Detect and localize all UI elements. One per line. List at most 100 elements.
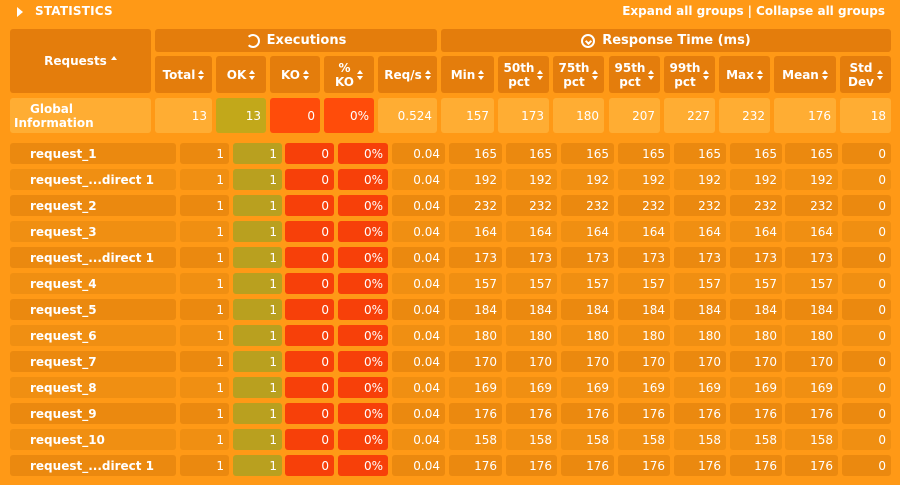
column-header-ok[interactable]: OK [216, 56, 266, 93]
row-total-value: 1 [180, 325, 229, 346]
row-mean-value: 184 [785, 299, 838, 320]
sort-icon [478, 69, 485, 80]
request-name-link[interactable]: request_...direct 1 [10, 169, 176, 190]
row-max-value: 169 [730, 377, 782, 398]
row-std-dev-value: 0 [842, 325, 891, 346]
column-header-label: OK [227, 68, 247, 82]
row-mean-value: 164 [785, 221, 838, 242]
row-50th-pct-value: 170 [506, 351, 557, 372]
collapse-all-groups-link[interactable]: Collapse all groups [756, 4, 885, 18]
request-name-link[interactable]: request_2 [10, 195, 176, 216]
row-95th-pct-value: 176 [618, 455, 670, 476]
expand-all-groups-link[interactable]: Expand all groups [622, 4, 744, 18]
row-ko-value: 0 [285, 221, 334, 242]
column-header-requests[interactable]: Requests [10, 29, 151, 93]
sort-icon [249, 69, 256, 80]
row-std-dev-value: 0 [842, 169, 891, 190]
row-ko-value: 0 [285, 377, 334, 398]
request-name-link[interactable]: request_4 [10, 273, 176, 294]
column-header-95th-pct[interactable]: 95th pct [609, 56, 660, 93]
row-mean-value: 232 [785, 195, 838, 216]
row-50th-pct-value: 176 [506, 455, 557, 476]
request-name-link[interactable]: request_5 [10, 299, 176, 320]
request-name-link[interactable]: request_9 [10, 403, 176, 424]
column-header-text: Dev [848, 74, 874, 89]
row-max-value: 170 [730, 351, 782, 372]
row-ko-value: 0 [285, 273, 334, 294]
row-std-dev-value: 0 [842, 195, 891, 216]
global-pct-ko-value: 0% [324, 98, 374, 133]
row-max-value: 164 [730, 221, 782, 242]
row-99th-pct-value: 169 [674, 377, 726, 398]
row-total-value: 1 [180, 221, 229, 242]
column-header-max[interactable]: Max [719, 56, 770, 93]
column-header-ko[interactable]: KO [270, 56, 320, 93]
column-header-text: pct [508, 74, 530, 89]
request-name-link[interactable]: request_8 [10, 377, 176, 398]
row-95th-pct-value: 192 [618, 169, 670, 190]
column-header-std-dev[interactable]: Std Dev [840, 56, 891, 93]
column-header-99th-pct[interactable]: 99th pct [664, 56, 715, 93]
row-ok-value: 1 [233, 377, 282, 398]
row-mean-value: 176 [785, 403, 838, 424]
sort-icon [302, 69, 309, 80]
row-ok-value: 1 [233, 429, 282, 450]
row-min-value: 165 [449, 143, 502, 164]
row-ok-value: 1 [233, 143, 282, 164]
request-name-link[interactable]: request_7 [10, 351, 176, 372]
row-ok-value: 1 [233, 247, 282, 268]
global-label-line2: Information [14, 115, 94, 130]
column-header-text: 99th [669, 60, 701, 75]
row-min-value: 192 [449, 169, 502, 190]
request-name-link[interactable]: request_1 [10, 143, 176, 164]
column-header-75th-pct[interactable]: 75th pct [553, 56, 604, 93]
row-ok-value: 1 [233, 221, 282, 242]
row-ko-value: 0 [285, 195, 334, 216]
column-header-text: pct [619, 74, 641, 89]
collapse-toggle-icon[interactable] [17, 7, 23, 17]
row-ok-value: 1 [233, 195, 282, 216]
row-99th-pct-value: 184 [674, 299, 726, 320]
sort-icon [198, 69, 205, 80]
column-header-text: KO [335, 74, 354, 89]
column-header-text: Std [849, 60, 873, 75]
row-std-dev-value: 0 [842, 429, 891, 450]
row-mean-value: 158 [785, 429, 838, 450]
column-header-50th-pct[interactable]: 50th pct [498, 56, 549, 93]
request-name-link[interactable]: request_3 [10, 221, 176, 242]
row-max-value: 173 [730, 247, 782, 268]
request-name-link[interactable]: request_10 [10, 429, 176, 450]
row-pct-ko-value: 0% [338, 169, 388, 190]
column-header-min[interactable]: Min [441, 56, 494, 93]
row-std-dev-value: 0 [842, 351, 891, 372]
column-header-total[interactable]: Total [155, 56, 212, 93]
row-50th-pct-value: 232 [506, 195, 557, 216]
column-header-label: 99th pct [670, 61, 701, 89]
request-name-link[interactable]: request_...direct 1 [10, 247, 176, 268]
row-99th-pct-value: 180 [674, 325, 726, 346]
sort-icon [756, 69, 763, 80]
row-75th-pct-value: 158 [561, 429, 614, 450]
column-header-label: Min [451, 68, 476, 82]
executions-group-label: Executions [266, 33, 347, 48]
row-75th-pct-value: 232 [561, 195, 614, 216]
column-header-pct-ko[interactable]: % KO [324, 56, 374, 93]
row-max-value: 232 [730, 195, 782, 216]
row-pct-ko-value: 0% [338, 429, 388, 450]
column-header-label: 50th pct [504, 61, 535, 89]
row-pct-ko-value: 0% [338, 221, 388, 242]
row-req-per-sec-value: 0.04 [392, 325, 445, 346]
column-header-text: Min [450, 67, 476, 82]
column-header-req-per-sec[interactable]: Req/s [378, 56, 437, 93]
row-ko-value: 0 [285, 169, 334, 190]
request-name-link[interactable]: request_...direct 1 [10, 455, 176, 476]
row-total-value: 1 [180, 273, 229, 294]
column-header-mean[interactable]: Mean [774, 56, 836, 93]
row-99th-pct-value: 176 [674, 403, 726, 424]
row-75th-pct-value: 169 [561, 377, 614, 398]
row-req-per-sec-value: 0.04 [392, 377, 445, 398]
row-ok-value: 1 [233, 403, 282, 424]
request-name-link[interactable]: request_6 [10, 325, 176, 346]
row-min-value: 170 [449, 351, 502, 372]
row-pct-ko-value: 0% [338, 377, 388, 398]
